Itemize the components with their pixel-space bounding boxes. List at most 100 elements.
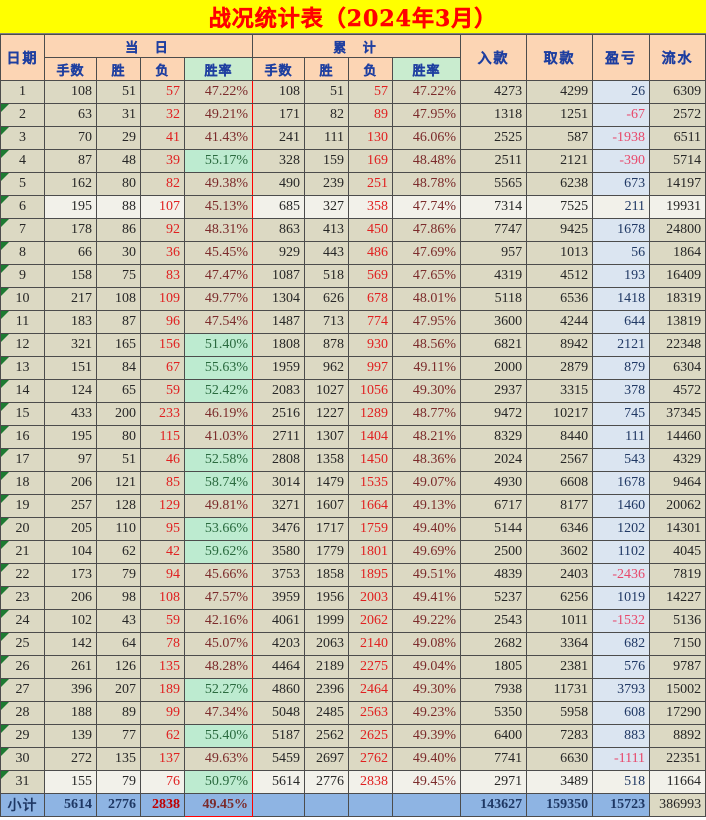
cell-cum-loss: 2003	[348, 586, 394, 610]
cell-turnover: 11664	[649, 770, 706, 794]
table-row: 3 70 29 41 41.43% 241 111 130 46.06% 2525 587 -1938…	[0, 126, 706, 150]
col-header-turnover[interactable]: 流水	[649, 34, 706, 81]
cell-cum-hands: 3580	[252, 540, 306, 564]
col-header-withdraw[interactable]: 取款	[526, 34, 594, 81]
cell-turnover: 14227	[649, 586, 706, 610]
cell-profit-loss: 1678	[592, 218, 651, 242]
cell-cum-win: 1027	[304, 379, 350, 403]
col-header-cum-hands[interactable]: 手数	[252, 57, 306, 81]
table-row: 29 139 77 62 55.40% 5187 2562 2625 49.39% 6400 728…	[0, 724, 706, 748]
cell-turnover: 18319	[649, 287, 706, 311]
cell-daily-loss: 107	[140, 195, 185, 219]
cell-daily-winrate: 55.63%	[183, 356, 254, 380]
cell-daily-loss: 46	[140, 448, 185, 472]
cell-cum-winrate: 49.30%	[392, 678, 462, 702]
cell-daily-hands: 139	[44, 724, 97, 748]
cell-cum-win: 443	[304, 241, 350, 265]
col-header-cum-loss[interactable]: 负	[348, 57, 394, 81]
table-row: 4 87 48 39 55.17% 328 159 169 48.48% 2511 2121 -390…	[0, 149, 706, 173]
cell-profit-loss: 1019	[592, 586, 651, 610]
table-row: 1 108 51 57 47.22% 108 51 57 47.22% 4273 4299 26 630…	[0, 80, 706, 104]
cell-daily-hands: 158	[44, 264, 97, 288]
cell-daily-loss: 92	[140, 218, 185, 242]
cell-daily-hands: 142	[44, 632, 97, 656]
cell-withdraw: 2879	[526, 356, 594, 380]
cell-daily-hands: 155	[44, 770, 97, 794]
cell-daily-win: 77	[96, 724, 141, 748]
col-header-profit-loss[interactable]: 盈亏	[592, 34, 651, 81]
table-row: 18 206 121 85 58.74% 3014 1479 1535 49.07% 4930 66…	[0, 471, 706, 495]
cell-cum-win: 82	[304, 103, 350, 127]
cell-withdraw: 4512	[526, 264, 594, 288]
footer-turnover: 386993	[649, 793, 706, 817]
cell-cum-win: 159	[304, 149, 350, 173]
cell-cum-winrate: 49.23%	[392, 701, 462, 725]
cell-cum-loss: 1801	[348, 540, 394, 564]
cell-daily-loss: 96	[140, 310, 185, 334]
table-row: 15 433 200 233 46.19% 2516 1227 1289 48.77% 9472 1…	[0, 402, 706, 426]
cell-daily-winrate: 52.27%	[183, 678, 254, 702]
cell-cum-loss: 1056	[348, 379, 394, 403]
cell-cum-winrate: 49.13%	[392, 494, 462, 518]
col-header-deposit[interactable]: 入款	[460, 34, 528, 81]
cell-profit-loss: 378	[592, 379, 651, 403]
cell-daily-win: 110	[96, 517, 141, 541]
cell-cum-winrate: 47.65%	[392, 264, 462, 288]
cell-cum-loss: 1895	[348, 563, 394, 587]
col-header-daily-loss[interactable]: 负	[140, 57, 185, 81]
col-header-date[interactable]: 日期	[0, 34, 45, 81]
cell-daily-winrate: 48.28%	[183, 655, 254, 679]
cell-cum-loss: 1664	[348, 494, 394, 518]
cell-daily-winrate: 41.03%	[183, 425, 254, 449]
col-header-daily-hands[interactable]: 手数	[44, 57, 97, 81]
cell-cum-win: 878	[304, 333, 350, 357]
cell-cum-win: 1717	[304, 517, 350, 541]
cell-date: 18	[0, 471, 45, 495]
cell-profit-loss: 673	[592, 172, 651, 196]
col-header-cum-win[interactable]: 胜	[304, 57, 350, 81]
cell-daily-winrate: 45.07%	[183, 632, 254, 656]
page-title: 战况统计表（2024年3月）	[208, 5, 498, 32]
cell-profit-loss: 608	[592, 701, 651, 725]
cell-withdraw: 4299	[526, 80, 594, 104]
cell-withdraw: 6256	[526, 586, 594, 610]
cell-daily-hands: 124	[44, 379, 97, 403]
col-header-daily-winrate[interactable]: 胜率	[183, 57, 254, 81]
cell-daily-loss: 67	[140, 356, 185, 380]
cell-deposit: 1805	[460, 655, 528, 679]
cell-daily-hands: 272	[44, 747, 97, 771]
cell-turnover: 6511	[649, 126, 706, 150]
cell-deposit: 2543	[460, 609, 528, 633]
table-row: 12 321 165 156 51.40% 1808 878 930 48.56% 6821 894…	[0, 333, 706, 357]
cell-cum-loss: 1759	[348, 517, 394, 541]
cell-turnover: 7819	[649, 563, 706, 587]
cell-daily-loss: 137	[140, 747, 185, 771]
cell-profit-loss: 56	[592, 241, 651, 265]
sheet-title-bar: 战况统计表（2024年3月）	[0, 0, 706, 34]
cell-turnover: 6309	[649, 80, 706, 104]
cell-cum-loss: 358	[348, 195, 394, 219]
cell-daily-win: 89	[96, 701, 141, 725]
cell-turnover: 20062	[649, 494, 706, 518]
cell-daily-loss: 83	[140, 264, 185, 288]
cell-cum-hands: 4464	[252, 655, 306, 679]
cell-daily-hands: 97	[44, 448, 97, 472]
cell-cum-hands: 3014	[252, 471, 306, 495]
cell-cum-loss: 569	[348, 264, 394, 288]
cell-daily-loss: 82	[140, 172, 185, 196]
cell-cum-loss: 486	[348, 241, 394, 265]
cell-daily-loss: 109	[140, 287, 185, 311]
cell-cum-win: 1358	[304, 448, 350, 472]
cell-date: 8	[0, 241, 45, 265]
cell-turnover: 16409	[649, 264, 706, 288]
cell-deposit: 5144	[460, 517, 528, 541]
cell-daily-loss: 135	[140, 655, 185, 679]
cell-daily-win: 79	[96, 770, 141, 794]
cell-cum-win: 1607	[304, 494, 350, 518]
cell-daily-winrate: 47.57%	[183, 586, 254, 610]
cell-turnover: 14197	[649, 172, 706, 196]
col-header-cum-winrate[interactable]: 胜率	[392, 57, 462, 81]
col-header-daily-win[interactable]: 胜	[96, 57, 141, 81]
cell-deposit: 3600	[460, 310, 528, 334]
cell-date: 17	[0, 448, 45, 472]
